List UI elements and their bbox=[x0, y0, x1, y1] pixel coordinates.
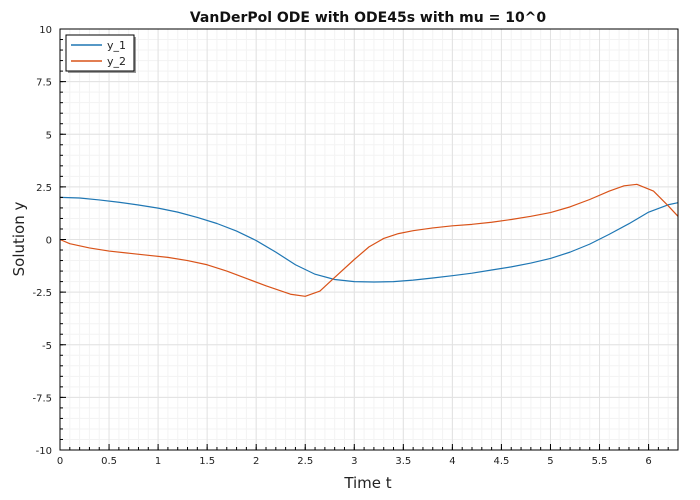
x-tick-label: 6 bbox=[645, 456, 651, 467]
y-tick-label: 5 bbox=[46, 130, 52, 141]
chart-title: VanDerPol ODE with ODE45s with mu = 10^0 bbox=[190, 10, 547, 26]
series-line-y-1 bbox=[59, 196, 679, 283]
legend-box bbox=[65, 34, 135, 72]
x-tick-label: 3.5 bbox=[395, 456, 411, 467]
axes-layer: 0 0.5 1 1.5 2 2.5 3 3.5 4 4.5 5 5.5 6 -10 -7.5 -5 -2.5 0 2… bbox=[32, 25, 679, 467]
legend: y_1y_2 bbox=[65, 34, 136, 73]
y-tick-label: 7.5 bbox=[36, 78, 52, 89]
x-tick-label: 2.5 bbox=[297, 456, 313, 467]
x-tick-label: 4.5 bbox=[493, 456, 509, 467]
x-tick-label: 5.5 bbox=[592, 456, 608, 467]
y-tick-label: 0 bbox=[46, 236, 52, 247]
grid-layer bbox=[59, 28, 679, 451]
y-tick-label: -7.5 bbox=[32, 393, 52, 404]
y-tick-label: -2.5 bbox=[32, 288, 52, 299]
legend-label: y_2 bbox=[107, 55, 126, 68]
x-tick-label: 1 bbox=[155, 456, 161, 467]
x-tick-label: 4 bbox=[449, 456, 455, 467]
series-layer bbox=[59, 183, 679, 297]
x-tick-label: 0.5 bbox=[101, 456, 117, 467]
x-axis-title: Time t bbox=[343, 474, 391, 492]
y-tick-label: 2.5 bbox=[36, 183, 52, 194]
y-axis-title: Solution y bbox=[10, 202, 28, 277]
x-tick-label: 0 bbox=[57, 456, 63, 467]
legend-label: y_1 bbox=[107, 39, 126, 52]
y-tick-label: -5 bbox=[42, 341, 52, 352]
x-tick-label: 5 bbox=[547, 456, 553, 467]
y-tick-label: 10 bbox=[39, 25, 52, 36]
series-line-y-2 bbox=[59, 183, 679, 297]
x-tick-label: 1.5 bbox=[199, 456, 215, 467]
x-tick-label: 3 bbox=[351, 456, 357, 467]
x-tick-label: 2 bbox=[253, 456, 259, 467]
y-tick-label: -10 bbox=[36, 446, 52, 457]
